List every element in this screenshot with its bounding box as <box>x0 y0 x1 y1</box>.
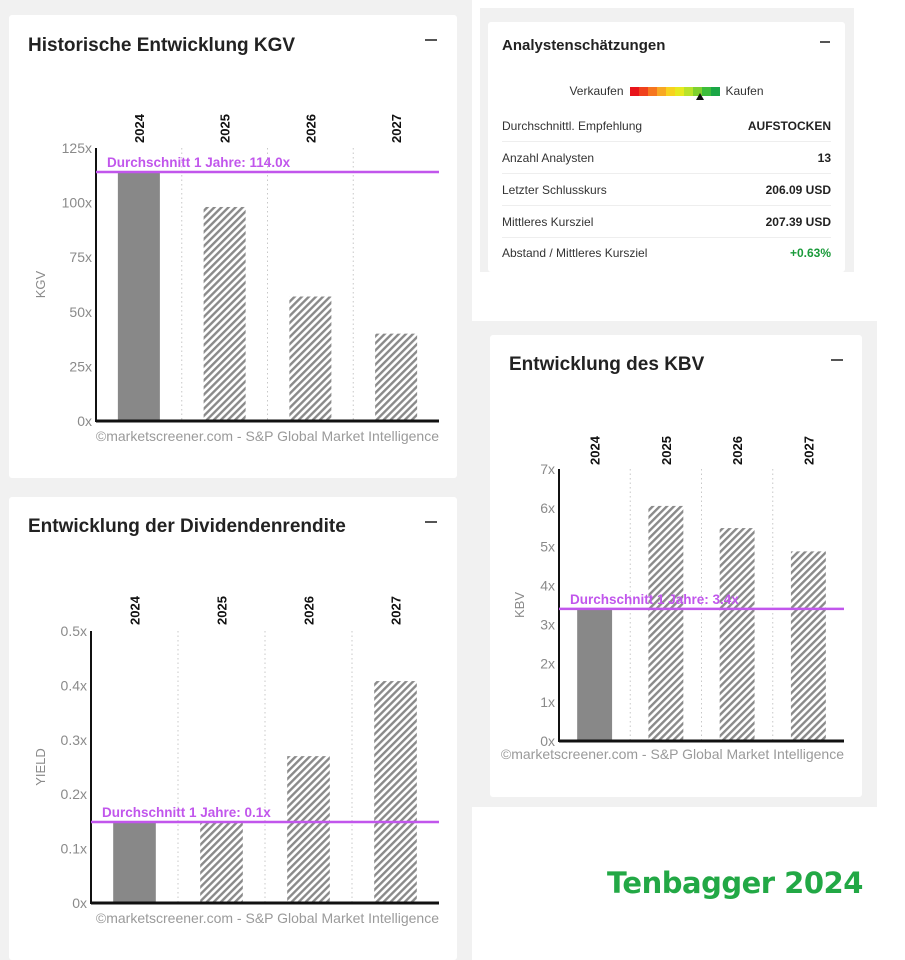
x-tick-label: 2027 <box>389 596 404 625</box>
y-tick-label: 0x <box>77 413 92 429</box>
card-title: Historische Entwicklung KGV <box>28 35 296 56</box>
minus-icon[interactable] <box>425 521 437 523</box>
x-tick-label: 2025 <box>215 596 230 625</box>
gauge-segment <box>629 86 639 96</box>
gauge-segment <box>665 86 675 96</box>
x-tick-label: 2024 <box>128 595 143 625</box>
bar-2026 <box>289 296 332 421</box>
dividend-card: Entwicklung der Dividendenrendite 2024 20… <box>9 497 457 960</box>
card-title: Entwicklung des KBV <box>509 354 705 375</box>
analyst-card: Analystenschätzungen Verkaufen Kaufen Du… <box>488 22 845 272</box>
bar-2024 <box>577 608 613 741</box>
y-tick-label: 0.5x <box>61 623 87 639</box>
gauge-segment <box>674 86 684 96</box>
bar-2026 <box>719 528 755 741</box>
source-credit: ©marketscreener.com - S&P Global Market … <box>501 746 844 762</box>
y-tick-label: 3x <box>540 616 555 632</box>
x-tick-label: 2026 <box>303 114 318 143</box>
tenbagger-label: Tenbagger 2024 <box>607 866 863 900</box>
source-credit: ©marketscreener.com - S&P Global Market … <box>96 910 439 926</box>
bar-2024 <box>117 172 160 421</box>
gauge-sell-label: Verkaufen <box>569 84 624 98</box>
y-axis-label: YIELD <box>33 748 48 786</box>
y-tick-label: 125x <box>62 140 92 156</box>
x-tick-label: 2025 <box>659 436 674 465</box>
kgv-card: Historische Entwicklung KGV 2024 2025 2026… <box>9 15 457 478</box>
x-tick-label: 2026 <box>302 596 317 625</box>
gauge-segment <box>647 86 657 96</box>
bar-2026 <box>287 756 330 903</box>
gauge-segment <box>638 86 648 96</box>
average-label: Durchschnitt 1 Jahre: 3.4x <box>570 592 739 607</box>
table-row: Letzter Schlusskurs 206.09 USD <box>502 174 831 206</box>
minus-icon[interactable] <box>425 39 437 41</box>
row-label: Anzahl Analysten <box>502 150 595 165</box>
x-tick-label: 2026 <box>730 436 745 465</box>
table-row: Abstand / Mittleres Kursziel +0.63% <box>502 237 831 269</box>
row-value: 206.09 USD <box>765 182 831 197</box>
y-tick-label: 0x <box>540 733 555 749</box>
row-value: 207.39 USD <box>765 214 831 229</box>
bar-2025 <box>203 206 246 421</box>
kgv-chart: 2024 2025 2026 2027 0x 25x 50x 75x 100x 125x KGV Du… <box>33 113 439 444</box>
y-tick-label: 100x <box>62 195 92 211</box>
row-value: AUFSTOCKEN <box>747 118 831 133</box>
y-axis-label: KGV <box>33 270 48 298</box>
bar-2024 <box>113 821 156 903</box>
y-tick-label: 1x <box>540 694 555 710</box>
bar-2025 <box>200 822 243 903</box>
y-tick-label: 7x <box>540 461 555 477</box>
bar-2027 <box>374 681 417 903</box>
bar-2027 <box>375 333 418 421</box>
average-label: Durchschnitt 1 Jahre: 114.0x <box>107 155 291 170</box>
gauge-segment <box>656 86 666 96</box>
gauge-marker-icon <box>695 92 704 100</box>
source-credit: ©marketscreener.com - S&P Global Market … <box>96 428 439 444</box>
gauge-segment <box>701 86 711 96</box>
row-label: Letzter Schlusskurs <box>502 182 607 197</box>
y-tick-label: 0.3x <box>61 732 87 748</box>
row-value: +0.63% <box>789 246 831 260</box>
gauge-segment <box>710 86 720 96</box>
gauge-segment <box>692 86 702 96</box>
y-tick-label: 25x <box>69 358 92 374</box>
gauge-buy-label: Kaufen <box>725 84 764 98</box>
dividend-chart: 2024 2025 2026 2027 0x 0.1x 0.2x 0.3x 0.4x 0.5x YI… <box>33 595 439 926</box>
y-tick-label: 5x <box>540 539 555 555</box>
table-row: Mittleres Kursziel 207.39 USD <box>502 206 831 238</box>
bar-2027 <box>790 551 826 741</box>
y-tick-label: 0x <box>72 895 87 911</box>
y-axis-label: KBV <box>512 592 527 618</box>
y-tick-label: 0.1x <box>61 841 87 857</box>
x-tick-label: 2027 <box>801 436 816 465</box>
minus-icon[interactable] <box>831 359 843 361</box>
gauge-segment <box>683 86 693 96</box>
card-title: Entwicklung der Dividendenrendite <box>28 516 346 537</box>
x-tick-label: 2024 <box>132 113 147 143</box>
table-row: Anzahl Analysten 13 <box>502 142 831 174</box>
x-tick-label: 2025 <box>218 114 233 143</box>
row-label: Abstand / Mittleres Kursziel <box>502 246 648 260</box>
y-tick-label: 50x <box>69 304 92 320</box>
y-tick-label: 0.4x <box>61 677 87 693</box>
kbv-chart: 2024 2025 2026 2027 0x 1x 2x 3x 4x 5x 6x 7x KBV Durch… <box>501 435 844 762</box>
x-tick-label: 2027 <box>389 114 404 143</box>
minus-icon[interactable] <box>820 41 830 43</box>
gauge-bar <box>629 86 720 100</box>
y-tick-label: 4x <box>540 578 555 594</box>
y-tick-label: 6x <box>540 500 555 516</box>
kbv-card: Entwicklung des KBV 2024 2025 2026 2027 0x 1x… <box>490 335 862 797</box>
average-label: Durchschnitt 1 Jahre: 0.1x <box>102 805 271 820</box>
bar-2025 <box>648 505 684 741</box>
y-tick-label: 75x <box>69 249 92 265</box>
row-label: Durchschnittl. Empfehlung <box>502 118 643 133</box>
row-label: Mittleres Kursziel <box>502 214 594 229</box>
x-tick-label: 2024 <box>588 435 603 465</box>
y-tick-label: 0.2x <box>61 786 87 802</box>
row-value: 13 <box>817 150 831 165</box>
card-title: Analystenschätzungen <box>502 37 666 54</box>
recommendation-gauge: Verkaufen Kaufen <box>488 84 845 100</box>
y-tick-label: 2x <box>540 655 555 671</box>
table-row: Durchschnittl. Empfehlung AUFSTOCKEN <box>502 110 831 142</box>
